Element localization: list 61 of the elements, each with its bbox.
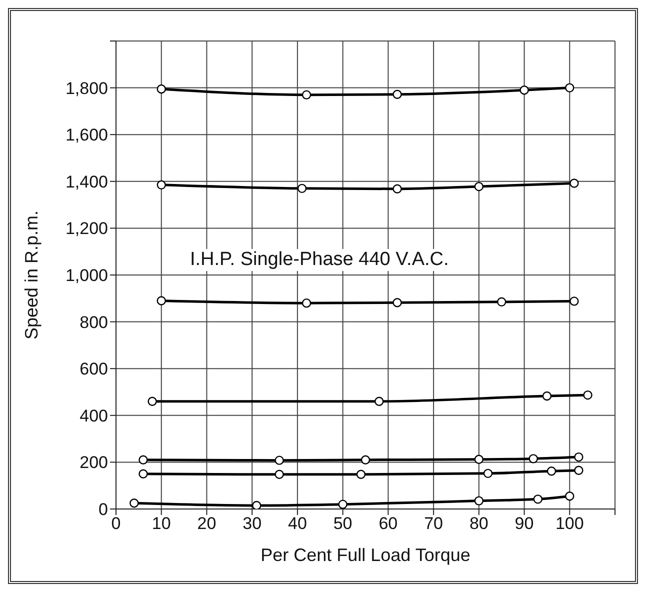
point [496,297,506,307]
point [546,466,556,476]
point [528,454,538,464]
point [520,86,529,95]
point [252,500,262,509]
x-tick-label: 60 [378,514,398,534]
point [338,500,348,509]
y-tick-label: 1,000 [65,266,108,286]
y-tick-label: 1,600 [65,126,108,145]
point [156,84,166,94]
y-tick-label: 1,200 [65,219,108,238]
point [392,298,402,308]
point [130,498,139,508]
x-tick-label: 0 [111,514,121,534]
y-tick-label: 0 [98,500,108,520]
x-tick-label: 30 [242,514,262,534]
point [570,296,579,306]
point [542,391,552,401]
x-axis-title: Per Cent Full Load Torque [260,545,470,565]
point [356,470,366,479]
y-tick-label: 800 [80,312,108,332]
y-tick-label: 400 [80,406,108,426]
point [302,90,312,100]
point [392,90,402,99]
point [274,470,284,479]
y-tick-label: 200 [80,453,108,472]
x-tick-label: 90 [514,514,534,534]
point [483,468,493,478]
point [574,466,584,475]
y-tick-label: 1,800 [65,78,108,98]
point [274,456,284,465]
point [360,455,370,464]
y-tick-label: 600 [80,360,108,379]
x-tick-label: 10 [152,514,171,534]
point [374,396,384,406]
x-tick-label: 20 [197,514,216,534]
annotation: I.H.P. Single-Phase 440 V.A.C. [186,249,453,271]
y-axis-title: Speed in R.p.m. [21,210,42,340]
x-tick-label: 100 [555,514,584,534]
point [570,178,579,188]
point [565,492,574,501]
point [156,180,166,190]
point [156,296,166,306]
point [565,83,574,92]
x-tick-label: 40 [288,514,307,534]
point [583,390,592,400]
point [392,184,402,194]
x-tick-label: 70 [424,514,444,534]
x-tick-label: 80 [469,514,488,534]
point [297,184,307,194]
point [138,455,148,464]
y-tick-label: 1,400 [65,172,108,192]
x-tick-label: 50 [333,514,352,534]
point [474,182,484,192]
point [138,469,148,478]
point [574,452,584,462]
point [474,454,484,464]
point [148,396,157,406]
point [302,298,312,308]
point [533,494,542,504]
point [474,496,484,506]
